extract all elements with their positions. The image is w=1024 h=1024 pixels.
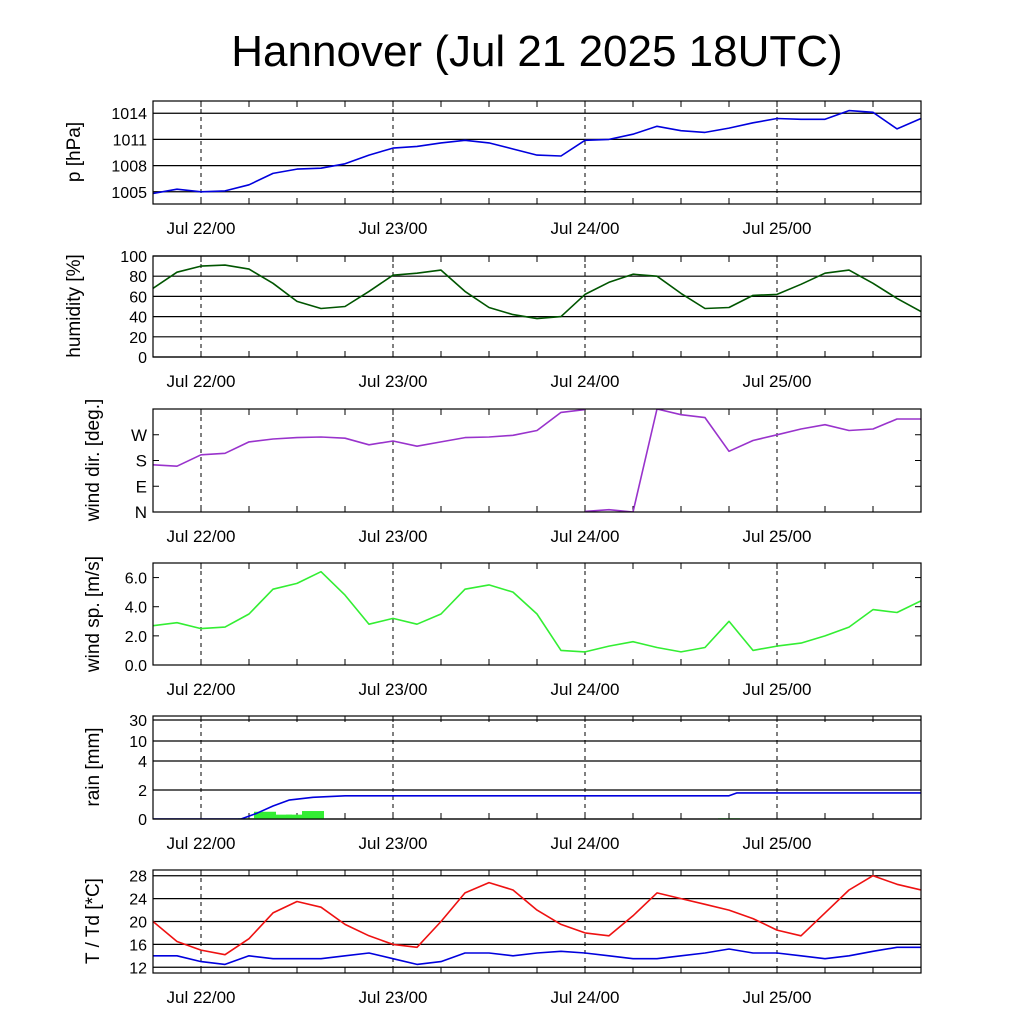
x-date-label: Jul 25/00	[743, 527, 812, 546]
y-tick-label: 0	[138, 812, 147, 829]
y-tick-label: 4.0	[125, 600, 147, 617]
y-tick-label: N	[135, 503, 147, 522]
y-tick-label: 1014	[111, 106, 147, 123]
rain-bar	[270, 814, 292, 819]
x-date-label: Jul 22/00	[167, 680, 236, 699]
y-tick-label: 40	[129, 310, 147, 327]
panel-frame	[152, 408, 922, 513]
x-date-label: Jul 22/00	[167, 988, 236, 1007]
x-date-label: Jul 22/00	[167, 527, 236, 546]
y-tick-label: 20	[129, 330, 147, 347]
wind_direction-series-line	[153, 409, 586, 468]
y-tick-label: 16	[129, 937, 147, 954]
y-axis-title: p [hPa]	[64, 122, 85, 182]
y-axis-title: wind sp. [m/s]	[83, 556, 104, 673]
rain-cumulative-line	[153, 792, 921, 819]
rain-bar	[302, 811, 324, 819]
panel-frame	[152, 869, 922, 974]
x-date-label: Jul 23/00	[359, 834, 428, 853]
x-date-label: Jul 22/00	[167, 219, 236, 238]
rain-bar	[254, 811, 276, 819]
x-date-label: Jul 24/00	[551, 834, 620, 853]
temperature-series-line	[153, 874, 921, 956]
y-tick-label: 30	[129, 713, 147, 730]
x-date-label: Jul 22/00	[167, 372, 236, 391]
x-date-label: Jul 25/00	[743, 834, 812, 853]
chart-title: Hannover (Jul 21 2025 18UTC)	[231, 27, 842, 76]
y-tick-label: 4	[138, 754, 147, 771]
y-tick-label: 2	[138, 783, 147, 800]
y-tick-label: W	[131, 426, 147, 445]
y-tick-label: 100	[120, 249, 147, 266]
panel-pressure: 1005 1008 1011 1014 p [hPa] Jul 22/00 Jul 23/0…	[64, 100, 922, 238]
y-tick-label: 12	[129, 960, 147, 977]
y-axis-title: T / Td [*C]	[83, 878, 104, 964]
panel-frame	[152, 715, 922, 820]
x-date-label: Jul 23/00	[359, 680, 428, 699]
x-date-label: Jul 22/00	[167, 834, 236, 853]
x-date-label: Jul 24/00	[551, 680, 620, 699]
x-date-label: Jul 23/00	[359, 219, 428, 238]
x-date-label: Jul 25/00	[743, 680, 812, 699]
y-tick-label: 2.0	[125, 629, 147, 646]
panel-rain: 0 2 4 10 30 rain [mm] Jul 22/00 Jul 23/00 Jul 24…	[83, 713, 922, 853]
y-tick-label: S	[136, 452, 147, 471]
y-tick-label: 10	[129, 734, 147, 751]
humidity-series-line	[153, 264, 921, 320]
y-axis-title: rain [mm]	[83, 727, 104, 806]
panel-temperature: 12 16 20 24 28 T / Td [*C] Jul 22/00 Jul 23/00 J…	[83, 869, 922, 1007]
temperature-series-line	[153, 946, 921, 966]
y-tick-label: 1008	[111, 159, 147, 176]
y-tick-label: 20	[129, 915, 147, 932]
y-tick-label: 24	[129, 892, 147, 909]
x-date-label: Jul 25/00	[743, 372, 812, 391]
wind_direction-series-line	[584, 409, 921, 512]
y-axis-title: wind dir. [deg.]	[83, 399, 104, 523]
panels: 1005 1008 1011 1014 p [hPa] Jul 22/00 Jul 23/0…	[64, 100, 922, 1007]
y-tick-label: E	[136, 477, 147, 496]
y-tick-label: 60	[129, 289, 147, 306]
panel-frame	[152, 100, 922, 205]
y-tick-label: 1005	[111, 185, 147, 202]
x-date-label: Jul 23/00	[359, 372, 428, 391]
pressure-series-line	[153, 109, 921, 195]
x-date-label: Jul 25/00	[743, 219, 812, 238]
x-date-label: Jul 24/00	[551, 219, 620, 238]
panel-frame	[152, 255, 922, 358]
x-date-label: Jul 24/00	[551, 527, 620, 546]
panel-wind_speed: 0.0 2.0 4.0 6.0 wind sp. [m/s] Jul 22/00 Jul 2…	[83, 556, 922, 699]
y-axis-title: humidity [%]	[64, 254, 85, 357]
x-date-label: Jul 23/00	[359, 988, 428, 1007]
rain-bar	[286, 814, 308, 819]
panel-humidity: 0 20 40 60 80 100 humidity [%] Jul 22/00 Jul 23/…	[64, 249, 922, 391]
wind_speed-series-line	[153, 570, 921, 653]
panel-frame	[152, 562, 922, 666]
y-tick-label: 28	[129, 869, 147, 886]
y-tick-label: 80	[129, 269, 147, 286]
x-date-label: Jul 25/00	[743, 988, 812, 1007]
y-tick-label: 6.0	[125, 571, 147, 588]
y-tick-label: 0	[138, 350, 147, 367]
x-date-label: Jul 24/00	[551, 988, 620, 1007]
x-date-label: Jul 24/00	[551, 372, 620, 391]
x-date-label: Jul 23/00	[359, 527, 428, 546]
y-tick-label: 1011	[113, 132, 148, 149]
y-tick-label: 0.0	[125, 658, 147, 675]
